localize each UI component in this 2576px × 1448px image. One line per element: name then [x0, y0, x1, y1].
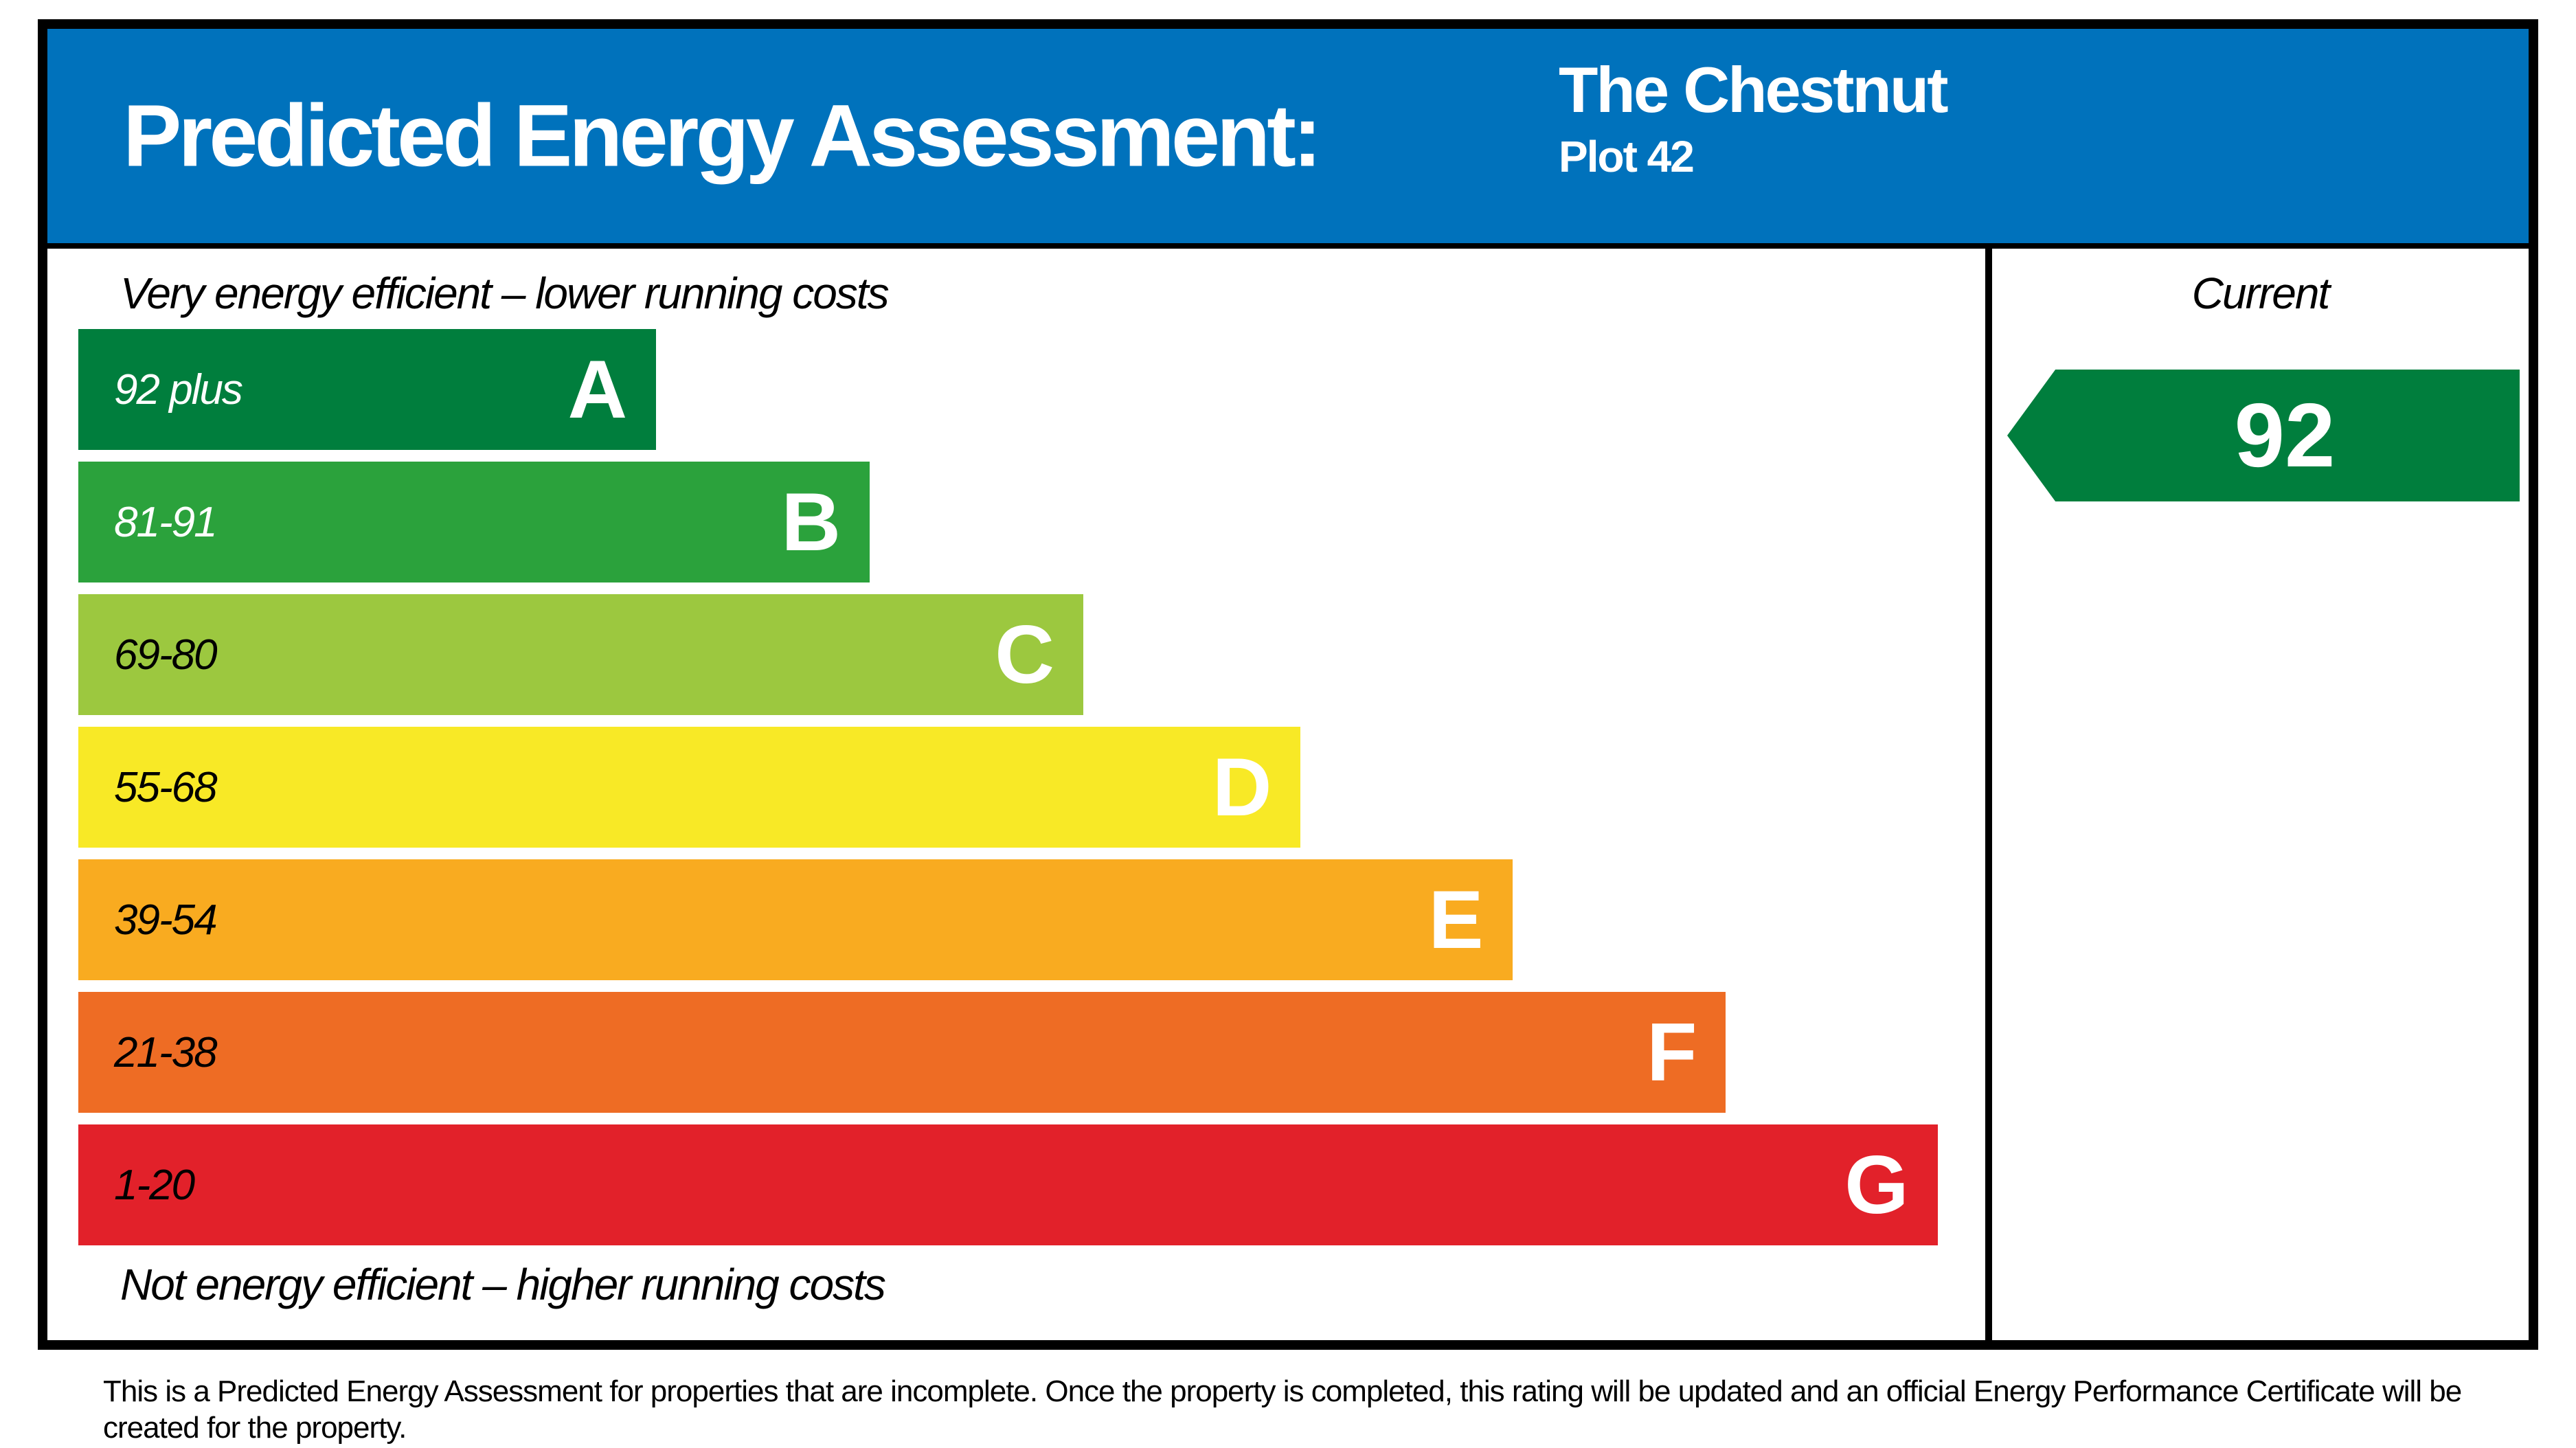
rating-scale: Very energy efficient – lower running co… — [47, 249, 1985, 1340]
header-banner: Predicted Energy Assessment: The Chestnu… — [47, 29, 2529, 249]
epc-band-d: 55-68 D — [78, 727, 1301, 848]
property-info: The Chestnut Plot 42 — [1559, 54, 1949, 182]
footer-disclaimer: This is a Predicted Energy Assessment fo… — [103, 1375, 2462, 1445]
band-letter: F — [1647, 1006, 1697, 1098]
band-range-label: 92 plus — [114, 365, 243, 414]
current-rating-arrow: 92 — [2007, 370, 2520, 501]
band-range-label: 39-54 — [114, 896, 218, 944]
band-range-label: 55-68 — [114, 763, 218, 811]
band-range-label: 69-80 — [114, 631, 218, 679]
page-title: Predicted Energy Assessment: — [123, 87, 1322, 185]
epc-band-g: 1-20 G — [78, 1124, 1938, 1245]
epc-band-e: 39-54 E — [78, 859, 1513, 980]
band-range-label: 81-91 — [114, 498, 218, 546]
column-divider — [1985, 249, 1992, 1340]
bottom-caption: Not energy efficient – higher running co… — [120, 1260, 886, 1309]
band-letter: C — [995, 609, 1054, 701]
band-range-label: 1-20 — [114, 1161, 195, 1209]
property-plot: Plot 42 — [1559, 131, 1695, 181]
epc-band-a: 92 plus A — [78, 329, 657, 450]
band-letter: E — [1428, 874, 1484, 966]
bands: 92 plus A 81-91 B 69-80 C 55-68 D 39-54 E 21-38 F 1-… — [78, 329, 1985, 1245]
band-range-label: 21-38 — [114, 1028, 218, 1076]
current-column-header: Current — [2191, 269, 2330, 318]
band-letter: B — [781, 476, 841, 568]
epc-band-b: 81-91 B — [78, 462, 870, 582]
current-column: Current 92 — [1992, 249, 2529, 1340]
chart-area: Very energy efficient – lower running co… — [47, 249, 2529, 1340]
epc-band-c: 69-80 C — [78, 594, 1083, 715]
epc-band-f: 21-38 F — [78, 992, 1726, 1113]
top-caption: Very energy efficient – lower running co… — [120, 269, 890, 318]
current-rating-value: 92 — [2234, 385, 2336, 486]
epc-certificate-box: Predicted Energy Assessment: The Chestnu… — [38, 19, 2538, 1350]
property-name: The Chestnut — [1559, 54, 1949, 126]
band-letter: D — [1212, 741, 1272, 833]
band-letter: G — [1844, 1139, 1909, 1231]
band-letter: A — [567, 343, 628, 435]
